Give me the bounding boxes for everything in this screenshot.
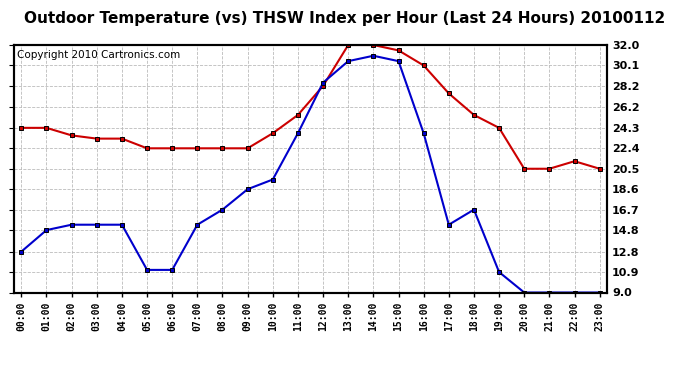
Text: Outdoor Temperature (vs) THSW Index per Hour (Last 24 Hours) 20100112: Outdoor Temperature (vs) THSW Index per … — [24, 11, 666, 26]
Text: Copyright 2010 Cartronics.com: Copyright 2010 Cartronics.com — [17, 50, 180, 60]
